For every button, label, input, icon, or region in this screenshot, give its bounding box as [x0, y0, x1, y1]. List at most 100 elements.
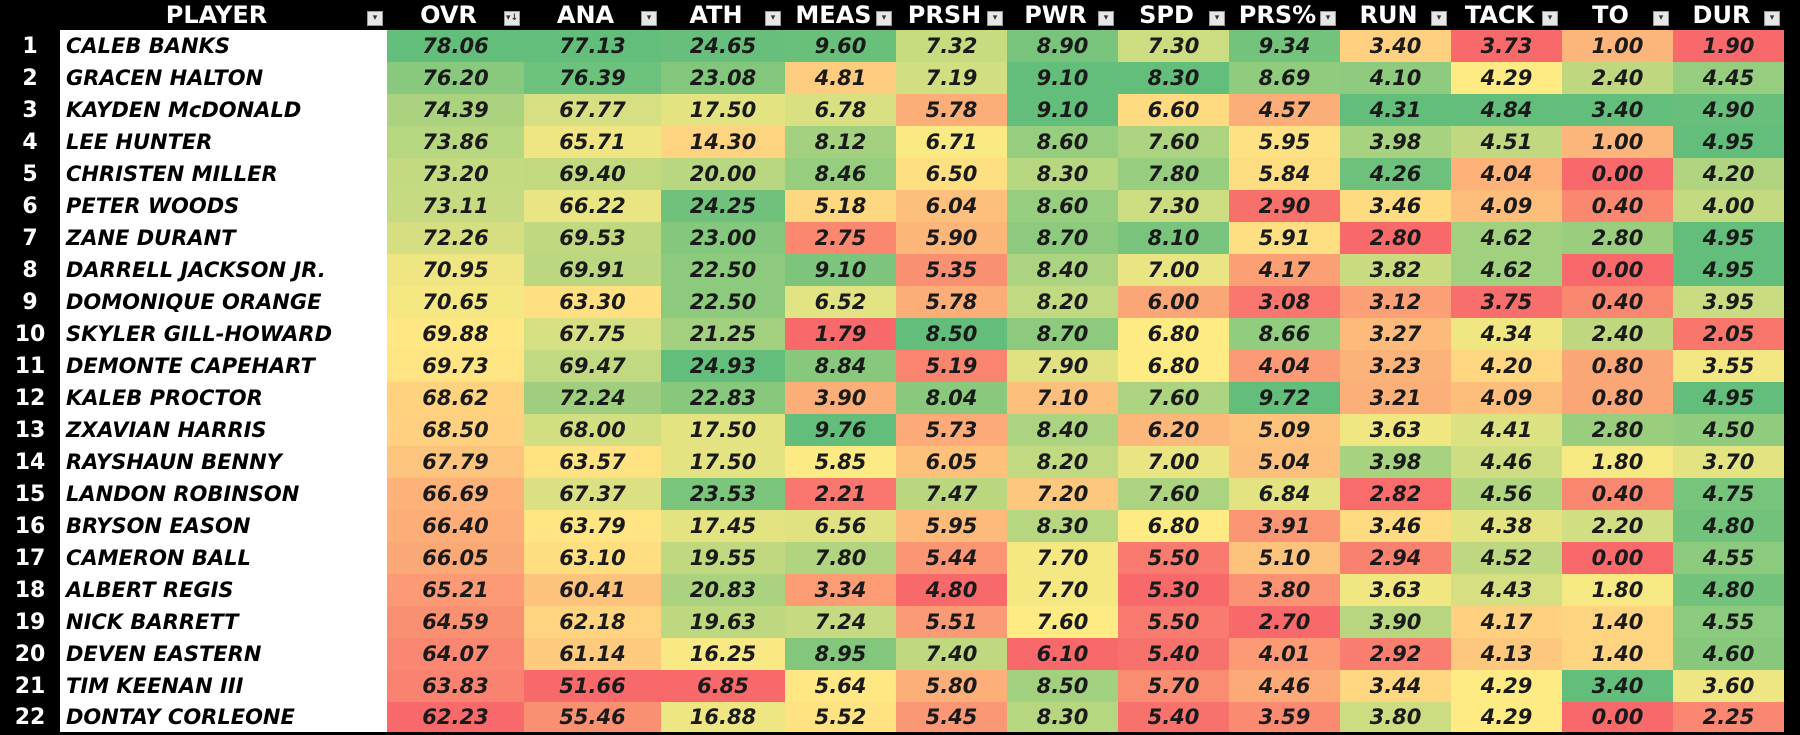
stat-cell-prsh[interactable]: 6.05	[896, 446, 1007, 478]
stat-cell-ovr[interactable]: 73.20	[387, 158, 524, 190]
stat-cell-dur[interactable]: 2.05	[1673, 318, 1784, 350]
stat-cell-to[interactable]: 0.40	[1562, 190, 1673, 222]
stat-cell-pwr[interactable]: 7.10	[1007, 382, 1118, 414]
player-name-cell[interactable]: GRACEN HALTON	[60, 62, 387, 94]
table-row[interactable]: 20 DEVEN EASTERN 64.07 61.14 16.25 8.95 7.40 6.…	[0, 638, 1784, 670]
stat-cell-prsh[interactable]: 8.50	[896, 318, 1007, 350]
stat-cell-prs-pct[interactable]: 5.04	[1229, 446, 1340, 478]
stat-cell-meas[interactable]: 6.56	[785, 510, 896, 542]
stat-cell-pwr[interactable]: 8.70	[1007, 318, 1118, 350]
stat-cell-ana[interactable]: 77.13	[524, 30, 661, 62]
stat-cell-meas[interactable]: 3.90	[785, 382, 896, 414]
table-row[interactable]: 10 SKYLER GILL-HOWARD 69.88 67.75 21.25 1.79 8…	[0, 318, 1784, 350]
stat-cell-prsh[interactable]: 5.78	[896, 94, 1007, 126]
stat-cell-run[interactable]: 3.40	[1340, 30, 1451, 62]
player-name-cell[interactable]: DEVEN EASTERN	[60, 638, 387, 670]
stat-cell-ovr[interactable]: 74.39	[387, 94, 524, 126]
stat-cell-prs-pct[interactable]: 4.17	[1229, 254, 1340, 286]
stat-cell-to[interactable]: 2.40	[1562, 318, 1673, 350]
stat-cell-to[interactable]: 0.00	[1562, 702, 1673, 732]
stat-cell-tack[interactable]: 4.52	[1451, 542, 1562, 574]
stat-cell-prs-pct[interactable]: 5.95	[1229, 126, 1340, 158]
table-row[interactable]: 21 TIM KEENAN III 63.83 51.66 6.85 5.64 5.80 8.…	[0, 670, 1784, 702]
table-row[interactable]: 12 KALEB PROCTOR 68.62 72.24 22.83 3.90 8.04 7.…	[0, 382, 1784, 414]
stat-cell-run[interactable]: 3.80	[1340, 702, 1451, 732]
stat-cell-tack[interactable]: 3.73	[1451, 30, 1562, 62]
stat-cell-spd[interactable]: 7.30	[1118, 190, 1229, 222]
stat-cell-to[interactable]: 0.00	[1562, 542, 1673, 574]
stat-cell-tack[interactable]: 4.04	[1451, 158, 1562, 190]
table-row[interactable]: 11 DEMONTE CAPEHART 69.73 69.47 24.93 8.84 5.1…	[0, 350, 1784, 382]
stat-cell-ana[interactable]: 60.41	[524, 574, 661, 606]
stat-cell-to[interactable]: 1.80	[1562, 446, 1673, 478]
table-row[interactable]: 3 KAYDEN McDONALD 74.39 67.77 17.50 6.78 5.78 9…	[0, 94, 1784, 126]
stat-cell-to[interactable]: 2.80	[1562, 414, 1673, 446]
stat-cell-prsh[interactable]: 6.04	[896, 190, 1007, 222]
stat-cell-tack[interactable]: 4.17	[1451, 606, 1562, 638]
stat-cell-ath[interactable]: 22.50	[661, 254, 785, 286]
stat-cell-ovr[interactable]: 66.05	[387, 542, 524, 574]
stat-cell-pwr[interactable]: 8.50	[1007, 670, 1118, 702]
stat-cell-tack[interactable]: 4.34	[1451, 318, 1562, 350]
stat-cell-pwr[interactable]: 8.60	[1007, 190, 1118, 222]
stat-cell-ovr[interactable]: 70.65	[387, 286, 524, 318]
player-name-cell[interactable]: KAYDEN McDONALD	[60, 94, 387, 126]
stat-cell-ath[interactable]: 20.83	[661, 574, 785, 606]
stat-cell-ovr[interactable]: 64.07	[387, 638, 524, 670]
table-row[interactable]: 18 ALBERT REGIS 65.21 60.41 20.83 3.34 4.80 7.7…	[0, 574, 1784, 606]
stat-cell-ana[interactable]: 69.53	[524, 222, 661, 254]
stat-cell-run[interactable]: 3.21	[1340, 382, 1451, 414]
stat-cell-meas[interactable]: 6.78	[785, 94, 896, 126]
stat-cell-pwr[interactable]: 7.60	[1007, 606, 1118, 638]
stat-cell-meas[interactable]: 1.79	[785, 318, 896, 350]
stat-cell-run[interactable]: 4.26	[1340, 158, 1451, 190]
stat-cell-ovr[interactable]: 76.20	[387, 62, 524, 94]
stat-cell-pwr[interactable]: 8.40	[1007, 254, 1118, 286]
table-row[interactable]: 1 CALEB BANKS 78.06 77.13 24.65 9.60 7.32 8.90 7…	[0, 30, 1784, 62]
stat-cell-dur[interactable]: 4.80	[1673, 510, 1784, 542]
stat-cell-to[interactable]: 0.40	[1562, 478, 1673, 510]
stat-cell-prsh[interactable]: 5.78	[896, 286, 1007, 318]
stat-cell-to[interactable]: 0.00	[1562, 158, 1673, 190]
stat-cell-tack[interactable]: 4.84	[1451, 94, 1562, 126]
stat-cell-to[interactable]: 1.00	[1562, 30, 1673, 62]
stat-cell-ana[interactable]: 61.14	[524, 638, 661, 670]
stat-cell-prs-pct[interactable]: 5.10	[1229, 542, 1340, 574]
stat-cell-dur[interactable]: 4.00	[1673, 190, 1784, 222]
stat-cell-meas[interactable]: 5.85	[785, 446, 896, 478]
stat-cell-meas[interactable]: 6.52	[785, 286, 896, 318]
column-header-meas[interactable]: MEAS ▾	[785, 0, 896, 30]
stat-cell-tack[interactable]: 4.20	[1451, 350, 1562, 382]
stat-cell-run[interactable]: 3.98	[1340, 126, 1451, 158]
filter-dropdown-icon[interactable]: ▾	[1764, 11, 1780, 26]
stat-cell-prs-pct[interactable]: 8.66	[1229, 318, 1340, 350]
stat-cell-meas[interactable]: 2.21	[785, 478, 896, 510]
stat-cell-to[interactable]: 3.40	[1562, 94, 1673, 126]
stat-cell-prsh[interactable]: 5.73	[896, 414, 1007, 446]
column-header-tack[interactable]: TACK ▾	[1451, 0, 1562, 30]
stat-cell-dur[interactable]: 4.20	[1673, 158, 1784, 190]
stat-cell-ovr[interactable]: 78.06	[387, 30, 524, 62]
stat-cell-prs-pct[interactable]: 4.46	[1229, 670, 1340, 702]
stat-cell-ath[interactable]: 20.00	[661, 158, 785, 190]
stat-cell-run[interactable]: 4.31	[1340, 94, 1451, 126]
player-name-cell[interactable]: CHRISTEN MILLER	[60, 158, 387, 190]
stat-cell-ovr[interactable]: 68.62	[387, 382, 524, 414]
stat-cell-dur[interactable]: 4.45	[1673, 62, 1784, 94]
stat-cell-ana[interactable]: 76.39	[524, 62, 661, 94]
stat-cell-prsh[interactable]: 5.51	[896, 606, 1007, 638]
stat-cell-tack[interactable]: 3.75	[1451, 286, 1562, 318]
stat-cell-pwr[interactable]: 8.30	[1007, 702, 1118, 732]
stat-cell-dur[interactable]: 4.75	[1673, 478, 1784, 510]
stat-cell-meas[interactable]: 3.34	[785, 574, 896, 606]
filter-dropdown-icon[interactable]: ▾	[765, 11, 781, 26]
stat-cell-ath[interactable]: 19.55	[661, 542, 785, 574]
stat-cell-run[interactable]: 3.63	[1340, 414, 1451, 446]
stat-cell-ana[interactable]: 65.71	[524, 126, 661, 158]
stat-cell-ath[interactable]: 17.50	[661, 446, 785, 478]
stat-cell-prs-pct[interactable]: 4.01	[1229, 638, 1340, 670]
stat-cell-ana[interactable]: 67.77	[524, 94, 661, 126]
stat-cell-prs-pct[interactable]: 9.72	[1229, 382, 1340, 414]
stat-cell-ana[interactable]: 51.66	[524, 670, 661, 702]
column-header-prs-pct[interactable]: PRS% ▾	[1229, 0, 1340, 30]
